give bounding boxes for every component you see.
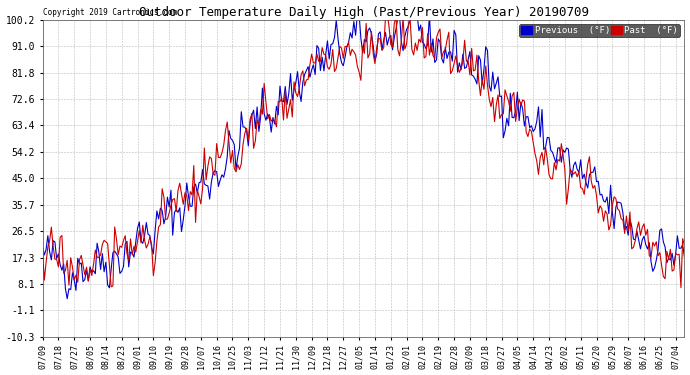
Text: Copyright 2019 Cartronics.com: Copyright 2019 Cartronics.com — [43, 8, 177, 16]
Legend: Previous  (°F), Past  (°F): Previous (°F), Past (°F) — [520, 24, 680, 37]
Title: Outdoor Temperature Daily High (Past/Previous Year) 20190709: Outdoor Temperature Daily High (Past/Pre… — [139, 6, 589, 18]
